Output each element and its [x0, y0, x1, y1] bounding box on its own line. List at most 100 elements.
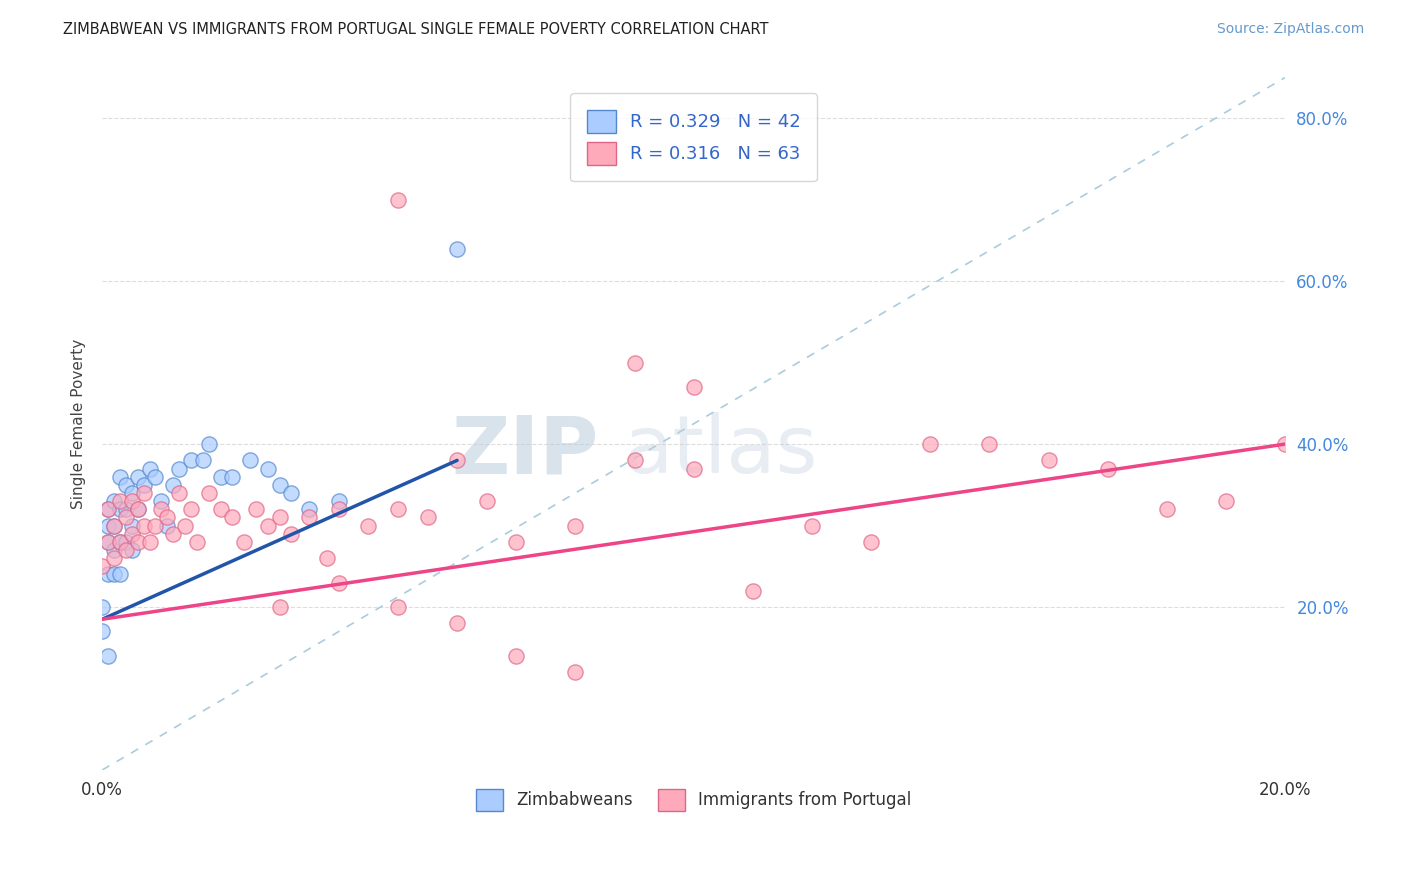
Point — [564, 518, 586, 533]
Point — [209, 502, 232, 516]
Point — [127, 469, 149, 483]
Point — [1215, 494, 1237, 508]
Text: atlas: atlas — [623, 412, 817, 491]
Point — [564, 665, 586, 680]
Point — [387, 502, 409, 516]
Point — [245, 502, 267, 516]
Point — [145, 518, 167, 533]
Point — [97, 518, 120, 533]
Point — [1097, 461, 1119, 475]
Point — [387, 600, 409, 615]
Point — [446, 242, 468, 256]
Point — [97, 648, 120, 663]
Point — [132, 518, 155, 533]
Point — [475, 494, 498, 508]
Point — [91, 600, 114, 615]
Point — [269, 600, 291, 615]
Point — [860, 534, 883, 549]
Point — [316, 551, 339, 566]
Point — [920, 437, 942, 451]
Point — [91, 624, 114, 639]
Point — [127, 502, 149, 516]
Point — [416, 510, 439, 524]
Point — [1038, 453, 1060, 467]
Point — [623, 356, 645, 370]
Point — [121, 494, 143, 508]
Point — [115, 510, 138, 524]
Point — [387, 193, 409, 207]
Point — [108, 502, 131, 516]
Point — [269, 510, 291, 524]
Point — [162, 478, 184, 492]
Legend: Zimbabweans, Immigrants from Portugal: Zimbabweans, Immigrants from Portugal — [463, 776, 925, 824]
Point — [127, 502, 149, 516]
Point — [328, 494, 350, 508]
Point — [150, 502, 173, 516]
Point — [103, 551, 125, 566]
Point — [97, 534, 120, 549]
Point — [233, 534, 256, 549]
Point — [115, 478, 138, 492]
Point — [256, 518, 278, 533]
Point — [180, 453, 202, 467]
Point — [162, 526, 184, 541]
Point — [623, 453, 645, 467]
Y-axis label: Single Female Poverty: Single Female Poverty — [72, 339, 86, 508]
Point — [115, 543, 138, 558]
Text: ZIMBABWEAN VS IMMIGRANTS FROM PORTUGAL SINGLE FEMALE POVERTY CORRELATION CHART: ZIMBABWEAN VS IMMIGRANTS FROM PORTUGAL S… — [63, 22, 769, 37]
Point — [280, 526, 302, 541]
Point — [132, 486, 155, 500]
Point — [221, 510, 243, 524]
Point — [108, 494, 131, 508]
Point — [145, 469, 167, 483]
Point — [357, 518, 380, 533]
Point — [103, 518, 125, 533]
Point — [186, 534, 208, 549]
Point — [103, 543, 125, 558]
Point — [132, 478, 155, 492]
Point — [103, 494, 125, 508]
Point — [741, 583, 763, 598]
Point — [505, 534, 527, 549]
Point — [191, 453, 214, 467]
Point — [801, 518, 824, 533]
Point — [1274, 437, 1296, 451]
Point — [505, 648, 527, 663]
Point — [1156, 502, 1178, 516]
Point — [121, 526, 143, 541]
Point — [174, 518, 197, 533]
Point — [239, 453, 262, 467]
Point — [121, 543, 143, 558]
Point — [156, 518, 179, 533]
Point — [221, 469, 243, 483]
Point — [682, 461, 704, 475]
Point — [150, 494, 173, 508]
Point — [197, 437, 219, 451]
Text: Source: ZipAtlas.com: Source: ZipAtlas.com — [1216, 22, 1364, 37]
Point — [97, 502, 120, 516]
Point — [167, 486, 190, 500]
Point — [138, 461, 160, 475]
Point — [298, 510, 321, 524]
Point — [121, 486, 143, 500]
Point — [97, 567, 120, 582]
Point — [127, 534, 149, 549]
Point — [108, 534, 131, 549]
Point — [108, 567, 131, 582]
Point — [280, 486, 302, 500]
Point — [103, 518, 125, 533]
Point — [682, 380, 704, 394]
Point — [97, 534, 120, 549]
Point — [256, 461, 278, 475]
Point — [328, 502, 350, 516]
Point — [180, 502, 202, 516]
Point — [269, 478, 291, 492]
Point — [446, 453, 468, 467]
Point — [108, 534, 131, 549]
Point — [115, 534, 138, 549]
Point — [446, 616, 468, 631]
Point — [328, 575, 350, 590]
Point — [97, 502, 120, 516]
Point — [979, 437, 1001, 451]
Point — [121, 518, 143, 533]
